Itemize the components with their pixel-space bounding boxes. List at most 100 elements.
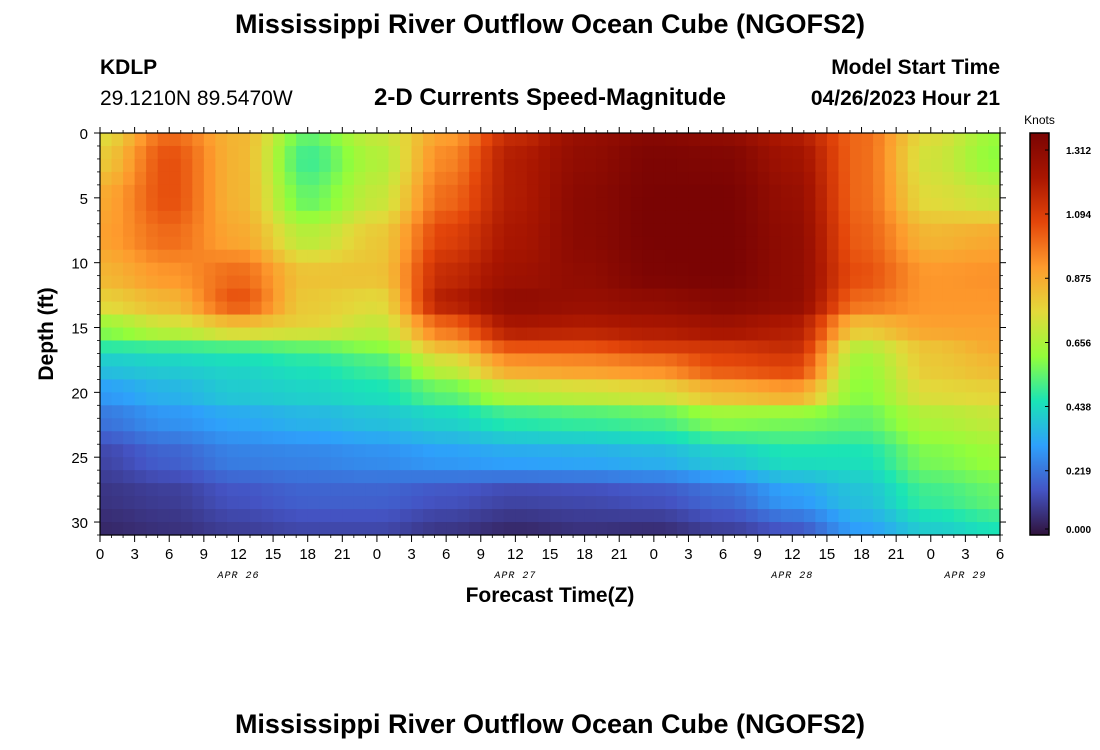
heatmap-cell <box>226 444 240 458</box>
heatmap-cell <box>873 522 886 536</box>
heatmap-cell <box>596 210 609 225</box>
heatmap-cell <box>550 470 563 484</box>
heatmap-cell <box>873 133 886 147</box>
heatmap-cell <box>630 418 643 432</box>
heatmap-cell <box>769 379 782 393</box>
heatmap-cell <box>723 301 736 316</box>
heatmap-cell <box>100 444 113 458</box>
heatmap-cell <box>169 223 182 238</box>
heatmap-cell <box>319 340 332 355</box>
heatmap-cell <box>965 392 978 406</box>
heatmap-cell <box>111 145 124 160</box>
heatmap-cell <box>619 145 632 160</box>
heatmap-cell <box>123 133 136 147</box>
heatmap-cell <box>815 366 828 380</box>
heatmap-cell <box>215 158 228 173</box>
heatmap-cell <box>907 366 920 380</box>
heatmap-cell <box>861 158 874 173</box>
heatmap-cell <box>780 418 793 432</box>
heatmap-cell <box>930 249 943 264</box>
heatmap-cell <box>215 275 228 290</box>
heatmap-cell <box>746 431 759 445</box>
heatmap-cell <box>111 171 124 186</box>
heatmap-cell <box>515 236 528 251</box>
heatmap-cell <box>815 275 828 290</box>
heatmap-cell <box>573 522 586 536</box>
heatmap-cell <box>573 366 586 380</box>
heatmap-cell <box>330 314 343 329</box>
heatmap-cell <box>192 275 205 290</box>
heatmap-cell <box>723 431 736 445</box>
heatmap-cell <box>700 392 713 406</box>
heatmap-cell <box>342 301 355 316</box>
heatmap-cell <box>734 457 747 471</box>
heatmap-cell <box>653 249 666 264</box>
heatmap-cell <box>411 392 424 406</box>
heatmap-cell <box>388 301 401 316</box>
heatmap-cell <box>619 197 632 212</box>
heatmap-cell <box>723 197 736 212</box>
heatmap-cell <box>850 353 863 368</box>
heatmap-cell <box>203 262 216 277</box>
heatmap-cell <box>873 366 886 380</box>
heatmap-cell <box>907 496 920 510</box>
heatmap-cell <box>584 379 597 393</box>
heatmap-cell <box>896 470 909 484</box>
heatmap-cell <box>180 158 193 173</box>
heatmap-cell <box>100 236 113 251</box>
heatmap-cell <box>803 145 816 160</box>
heatmap-cell <box>203 509 216 523</box>
heatmap-cell <box>792 236 805 251</box>
heatmap-cells <box>100 133 1001 536</box>
heatmap-cell <box>861 262 874 277</box>
heatmap-cell <box>896 133 909 147</box>
heatmap-cell <box>907 158 920 173</box>
heatmap-cell <box>250 353 263 368</box>
heatmap-cell <box>388 249 401 264</box>
heatmap-cell <box>180 509 193 523</box>
heatmap-cell <box>746 184 759 199</box>
heatmap-cell <box>446 431 459 445</box>
heatmap-cell <box>746 353 759 368</box>
heatmap-cell <box>953 158 966 173</box>
heatmap-cell <box>861 340 874 355</box>
heatmap-cell <box>169 275 182 290</box>
heatmap-cell <box>769 522 782 536</box>
heatmap-cell <box>296 366 309 380</box>
heatmap-cell <box>607 145 620 160</box>
heatmap-cell <box>688 379 701 393</box>
heatmap-cell <box>803 197 816 212</box>
heatmap-cell <box>423 145 436 160</box>
heatmap-cell <box>365 379 378 393</box>
heatmap-cell <box>573 223 586 238</box>
heatmap-cell <box>746 158 759 173</box>
heatmap-cell <box>965 509 978 523</box>
heatmap-cell <box>584 197 597 212</box>
heatmap-cell <box>503 249 516 264</box>
heatmap-cell <box>873 223 886 238</box>
heatmap-cell <box>538 301 551 316</box>
heatmap-cell <box>930 431 943 445</box>
heatmap-cell <box>792 444 805 458</box>
heatmap-cell <box>896 327 909 342</box>
heatmap-cell <box>388 184 401 199</box>
heatmap-cell <box>423 158 436 173</box>
heatmap-cell <box>307 249 320 264</box>
heatmap-cell <box>180 275 193 290</box>
heatmap-cell <box>192 158 205 173</box>
heatmap-cell <box>469 158 482 173</box>
heatmap-cell <box>676 314 690 329</box>
heatmap-cell <box>400 184 413 199</box>
heatmap-cell <box>100 223 113 238</box>
bottom-title: Mississippi River Outflow Ocean Cube (NG… <box>234 709 866 739</box>
heatmap-cell <box>584 288 597 303</box>
heatmap-cell <box>930 275 943 290</box>
heatmap-cell <box>676 444 690 458</box>
heatmap-cell <box>919 184 932 199</box>
heatmap-cell <box>111 327 124 342</box>
heatmap-cell <box>688 431 701 445</box>
heatmap-cell <box>157 314 170 329</box>
heatmap-cell <box>769 275 782 290</box>
heatmap-cell <box>861 133 874 147</box>
heatmap-cell <box>884 236 897 251</box>
